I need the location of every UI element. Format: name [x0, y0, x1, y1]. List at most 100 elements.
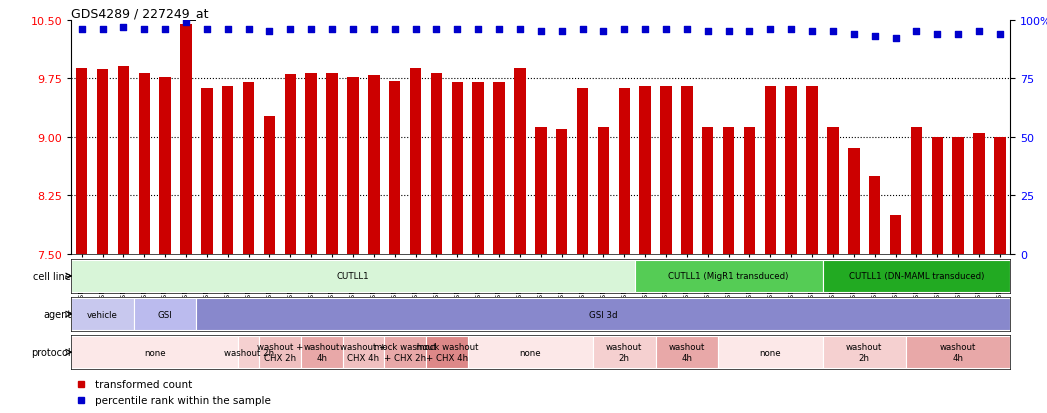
Point: [825, 29, 842, 36]
Bar: [327, 74, 338, 254]
Text: percentile rank within the sample: percentile rank within the sample: [94, 396, 270, 406]
Point: [971, 29, 987, 36]
Bar: [906, 336, 1010, 368]
Bar: [634, 260, 823, 292]
Text: none: none: [519, 348, 541, 357]
Bar: [827, 128, 839, 254]
Point: [908, 29, 925, 36]
Point: [470, 27, 487, 33]
Bar: [701, 128, 713, 254]
Point: [178, 20, 195, 26]
Point: [282, 27, 298, 33]
Text: CUTLL1 (MigR1 transduced): CUTLL1 (MigR1 transduced): [668, 272, 788, 281]
Bar: [71, 260, 634, 292]
Bar: [718, 336, 823, 368]
Bar: [71, 336, 238, 368]
Bar: [995, 137, 1006, 254]
Bar: [593, 336, 655, 368]
Bar: [259, 336, 300, 368]
Point: [992, 31, 1008, 38]
Text: agent: agent: [43, 309, 71, 319]
Bar: [468, 336, 593, 368]
Bar: [264, 117, 275, 254]
Bar: [722, 128, 734, 254]
Text: washout +
CHX 2h: washout + CHX 2h: [257, 343, 303, 362]
Point: [407, 27, 424, 33]
Point: [950, 31, 966, 38]
Point: [574, 27, 591, 33]
Bar: [409, 69, 421, 254]
Bar: [71, 298, 134, 330]
Bar: [655, 336, 718, 368]
Point: [449, 27, 466, 33]
Text: CUTLL1: CUTLL1: [337, 272, 370, 281]
Bar: [577, 88, 588, 254]
Text: GSI: GSI: [158, 310, 173, 319]
Bar: [764, 87, 776, 254]
Bar: [222, 87, 233, 254]
Bar: [911, 128, 922, 254]
Point: [929, 31, 945, 38]
Bar: [823, 260, 1010, 292]
Text: mock washout
+ CHX 4h: mock washout + CHX 4h: [416, 343, 478, 362]
Text: washout +
CHX 4h: washout + CHX 4h: [340, 343, 386, 362]
Point: [324, 27, 340, 33]
Point: [783, 27, 800, 33]
Point: [553, 29, 570, 36]
Bar: [535, 128, 547, 254]
Text: washout
2h: washout 2h: [606, 343, 643, 362]
Bar: [138, 74, 150, 254]
Point: [261, 29, 277, 36]
Point: [491, 27, 508, 33]
Point: [157, 27, 174, 33]
Bar: [180, 25, 192, 254]
Bar: [974, 133, 985, 254]
Bar: [682, 87, 693, 254]
Bar: [75, 69, 87, 254]
Point: [762, 27, 779, 33]
Bar: [384, 336, 426, 368]
Point: [887, 36, 904, 43]
Bar: [300, 336, 342, 368]
Point: [637, 27, 653, 33]
Point: [678, 27, 695, 33]
Bar: [348, 78, 359, 254]
Text: cell line: cell line: [34, 271, 71, 281]
Text: washout
4h: washout 4h: [940, 343, 977, 362]
Bar: [619, 88, 630, 254]
Bar: [197, 298, 1010, 330]
Bar: [640, 87, 651, 254]
Bar: [869, 176, 881, 254]
Text: washout
4h: washout 4h: [669, 343, 705, 362]
Bar: [598, 128, 609, 254]
Bar: [890, 215, 901, 254]
Text: GSI 3d: GSI 3d: [589, 310, 618, 319]
Text: vehicle: vehicle: [87, 310, 118, 319]
Point: [595, 29, 611, 36]
Point: [616, 27, 632, 33]
Bar: [661, 87, 672, 254]
Bar: [369, 76, 380, 254]
Bar: [451, 83, 463, 254]
Bar: [848, 149, 860, 254]
Bar: [823, 336, 906, 368]
Point: [73, 27, 90, 33]
Bar: [743, 128, 755, 254]
Bar: [493, 83, 505, 254]
Point: [199, 27, 216, 33]
Bar: [472, 83, 484, 254]
Text: none: none: [759, 348, 781, 357]
Bar: [201, 88, 213, 254]
Text: washout 2h: washout 2h: [223, 348, 273, 357]
Point: [533, 29, 550, 36]
Point: [720, 29, 737, 36]
Bar: [96, 70, 108, 254]
Bar: [238, 336, 259, 368]
Bar: [430, 74, 442, 254]
Point: [658, 27, 674, 33]
Text: mock washout
+ CHX 2h: mock washout + CHX 2h: [374, 343, 437, 362]
Bar: [243, 83, 254, 254]
Bar: [134, 298, 197, 330]
Bar: [388, 81, 400, 254]
Point: [344, 27, 361, 33]
